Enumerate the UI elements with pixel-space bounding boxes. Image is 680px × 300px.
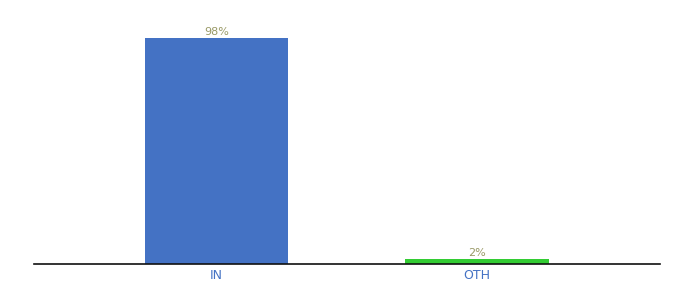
Text: 2%: 2% [469, 248, 486, 258]
Bar [145, 38, 288, 264]
Bar [405, 260, 549, 264]
Text: 98%: 98% [204, 27, 229, 37]
